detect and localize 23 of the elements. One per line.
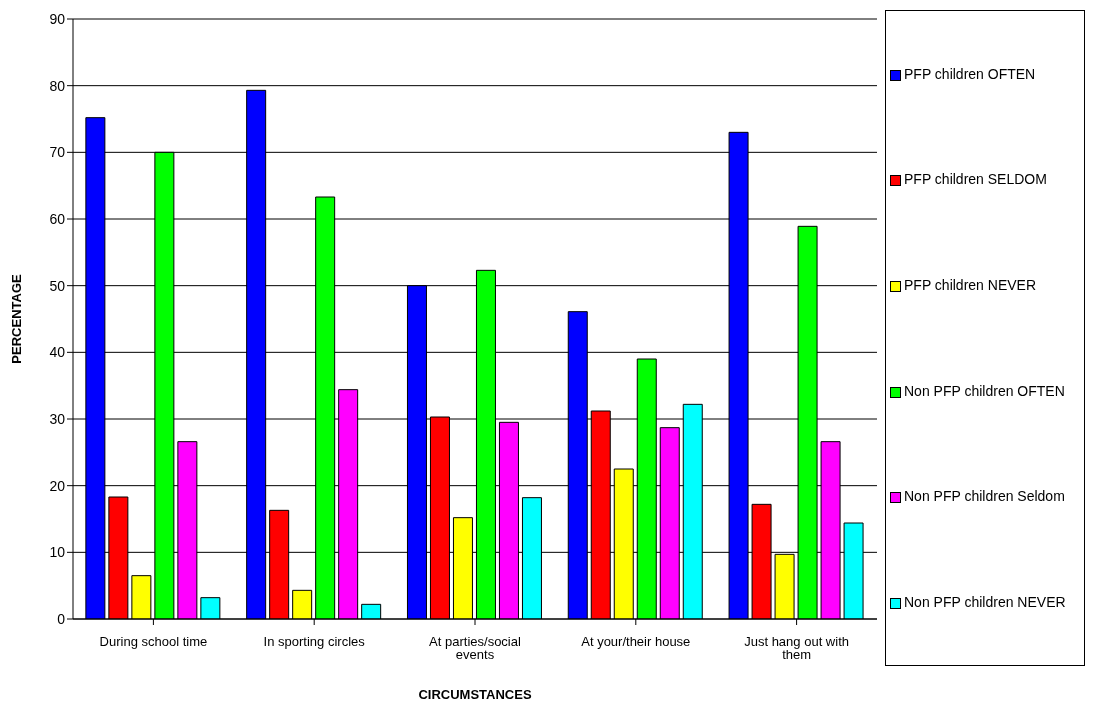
y-tick-label: 60 <box>49 210 66 227</box>
y-tick-label: 50 <box>49 277 66 294</box>
x-axis-title: CIRCUMSTANCES <box>418 687 532 702</box>
legend-label: Non PFP children OFTEN <box>904 382 1065 399</box>
x-tick-label: In sporting circles <box>263 634 366 650</box>
y-tick-label: 30 <box>49 410 66 427</box>
y-axis-title: PERCENTAGE <box>8 274 24 364</box>
y-tick-label: 90 <box>49 10 66 27</box>
y-tick-label: 40 <box>49 344 66 361</box>
legend-label: PFP children OFTEN <box>904 65 1036 82</box>
x-tick-label: During school time <box>99 634 208 650</box>
legend-label: Non PFP children NEVER <box>904 594 1066 611</box>
x-tick-label: Just hang out with them <box>744 634 849 663</box>
legend-label: PFP children SELDOM <box>904 171 1047 188</box>
y-tick-label: 10 <box>49 544 66 561</box>
y-tick-label: 20 <box>49 477 66 494</box>
x-tick-label: At your/their house <box>581 634 691 650</box>
x-tick-label: At parties/social events <box>429 634 521 663</box>
y-tick-label: 70 <box>49 144 66 161</box>
y-tick-label: 80 <box>49 77 66 94</box>
legend-label: Non PFP children Seldom <box>904 488 1065 505</box>
y-tick-label: 0 <box>57 610 66 627</box>
legend-label: PFP children NEVER <box>904 277 1037 294</box>
